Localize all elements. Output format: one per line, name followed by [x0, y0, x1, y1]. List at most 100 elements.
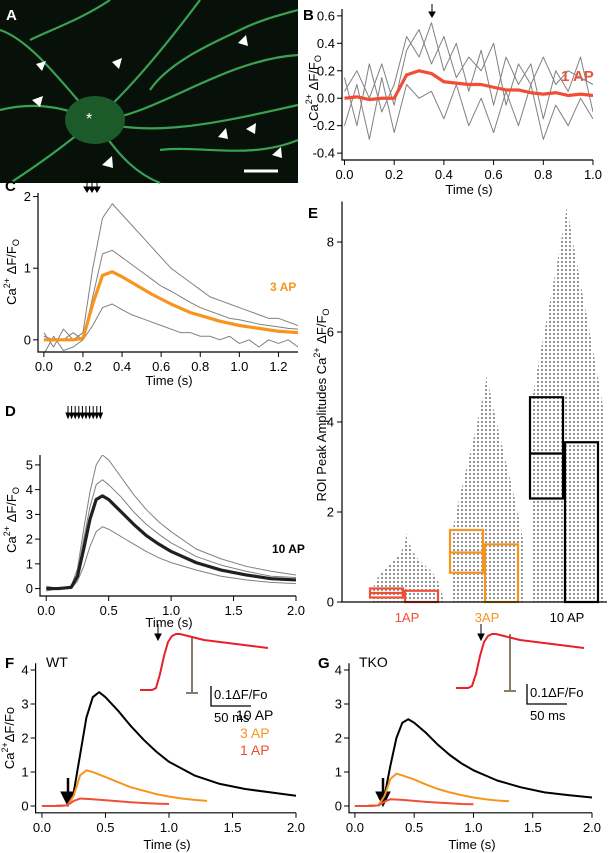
- y-label-part: O: [321, 309, 331, 316]
- y-label-part: ΔF/F: [4, 246, 19, 278]
- annotation: 10 AP: [272, 542, 305, 556]
- y-tick-label: 2: [327, 505, 334, 520]
- x-tick-label: 1.0: [230, 359, 248, 374]
- x-axis-label: Time (s): [143, 837, 190, 852]
- x-tick-label: 0.6: [485, 167, 503, 182]
- inset-trace: [456, 633, 585, 689]
- y-label-part: ΔF/F: [314, 316, 329, 348]
- y-label-part: 2+: [2, 526, 12, 536]
- x-tick-label: 1.0: [162, 603, 180, 618]
- inset-scale: [186, 634, 567, 707]
- y-tick-label: 6: [327, 325, 334, 340]
- soma-marker: *: [86, 111, 92, 128]
- trace: [46, 455, 296, 590]
- x-tick-label: 0.8: [534, 167, 552, 182]
- trace: [46, 526, 296, 592]
- arrow-head: [97, 412, 104, 420]
- x-tick-label: 0.5: [96, 820, 114, 835]
- swarm: [451, 374, 523, 602]
- arrow-head: [86, 412, 93, 420]
- x-tick-label: 0.8: [191, 359, 209, 374]
- trace: [43, 249, 298, 341]
- y-tick-label: 5: [26, 457, 33, 472]
- y-tick-label: 0.2: [317, 63, 335, 78]
- micrograph: [0, 0, 299, 185]
- trace: [354, 718, 592, 807]
- y-label-part: 2+: [312, 347, 322, 357]
- x-tick-label: 10 AP: [550, 610, 585, 625]
- swarm: [531, 206, 603, 602]
- x-tick-label: 1.5: [524, 820, 542, 835]
- y-label-part: 2+: [2, 278, 12, 288]
- trace: [354, 772, 510, 807]
- trace: [41, 769, 208, 807]
- y-tick-label: 4: [335, 663, 342, 678]
- y-label-part: 2+: [0, 742, 10, 752]
- x-tick-label: 0.6: [152, 359, 170, 374]
- y-axis-label: Ca2+ ΔF/FO: [2, 487, 21, 553]
- arrow-head: [65, 412, 71, 420]
- y-tick-label: 1: [24, 261, 31, 276]
- x-tick-label: 2.0: [287, 820, 305, 835]
- y-tick-label: 4: [21, 663, 28, 678]
- trace: [354, 798, 474, 807]
- panel-label: E: [308, 205, 318, 222]
- y-tick-label: 0.6: [317, 8, 335, 23]
- x-tick-label: 0.5: [405, 820, 423, 835]
- axis-line: [39, 455, 296, 597]
- y-label-part: O: [11, 239, 21, 246]
- x-tick-label: 1.5: [225, 603, 243, 618]
- y-axis-label: ROI Peak Amplitudes Ca2+ ΔF/FO: [312, 309, 331, 502]
- trace: [344, 29, 593, 106]
- y-label-part: ΔF/F: [306, 62, 321, 94]
- x-axis-label: Time (s): [145, 373, 192, 388]
- y-tick-label: 0: [24, 332, 31, 347]
- arrow-head: [83, 412, 89, 420]
- x-tick-label: 3AP: [475, 610, 500, 625]
- plot-area: [43, 203, 298, 352]
- arrow-head: [68, 412, 75, 420]
- axis-line: [35, 663, 296, 814]
- trace: [46, 494, 296, 591]
- y-label-part: 2+: [304, 94, 314, 104]
- panel-label: C: [5, 178, 16, 195]
- arrow-head: [94, 412, 100, 420]
- trace: [41, 797, 170, 807]
- y-label-part: ROI Peak Amplitudes Ca: [314, 357, 329, 502]
- plot-area: [354, 718, 592, 807]
- arrow-head: [76, 412, 82, 420]
- y-axis-label: Ca2+ ΔF/FO: [304, 55, 323, 121]
- y-tick-label: -0.4: [313, 146, 335, 161]
- trace: [344, 22, 593, 127]
- inset-scale-label: 50 ms: [530, 708, 566, 723]
- y-tick-label: 1: [21, 765, 28, 780]
- x-tick-label: 0.0: [35, 359, 53, 374]
- y-tick-label: 8: [327, 235, 334, 250]
- y-tick-label: 3: [26, 507, 33, 522]
- y-tick-label: 2: [21, 731, 28, 746]
- x-axis-label: Time (s): [448, 837, 495, 852]
- x-tick-label: 2.0: [583, 820, 601, 835]
- x-tick-label: 0.2: [385, 167, 403, 182]
- y-tick-label: 1: [335, 765, 342, 780]
- legend-label: 1 AP: [240, 742, 270, 758]
- plot-area: [46, 455, 296, 592]
- plot-area: [41, 691, 296, 807]
- y-tick-label: 1: [26, 556, 33, 571]
- x-tick-label: 0.4: [113, 359, 131, 374]
- x-tick-label: 0.0: [37, 603, 55, 618]
- x-tick-label: 0.0: [335, 167, 353, 182]
- y-label-part: Ca: [306, 103, 321, 120]
- x-tick-label: 1.0: [464, 820, 482, 835]
- y-axis-label: Ca2+ΔF/Fo: [0, 707, 17, 769]
- panel-label: D: [5, 403, 16, 420]
- y-label-part: Ca: [4, 287, 19, 304]
- inset-scale-label: 0.1ΔF/Fo: [214, 687, 267, 702]
- swarm: [371, 532, 443, 602]
- box: [528, 396, 565, 500]
- arrow-head: [79, 412, 86, 420]
- annotation: WT: [46, 654, 68, 670]
- x-axis-label: Time (s): [145, 615, 192, 630]
- x-tick-label: 0.0: [33, 820, 51, 835]
